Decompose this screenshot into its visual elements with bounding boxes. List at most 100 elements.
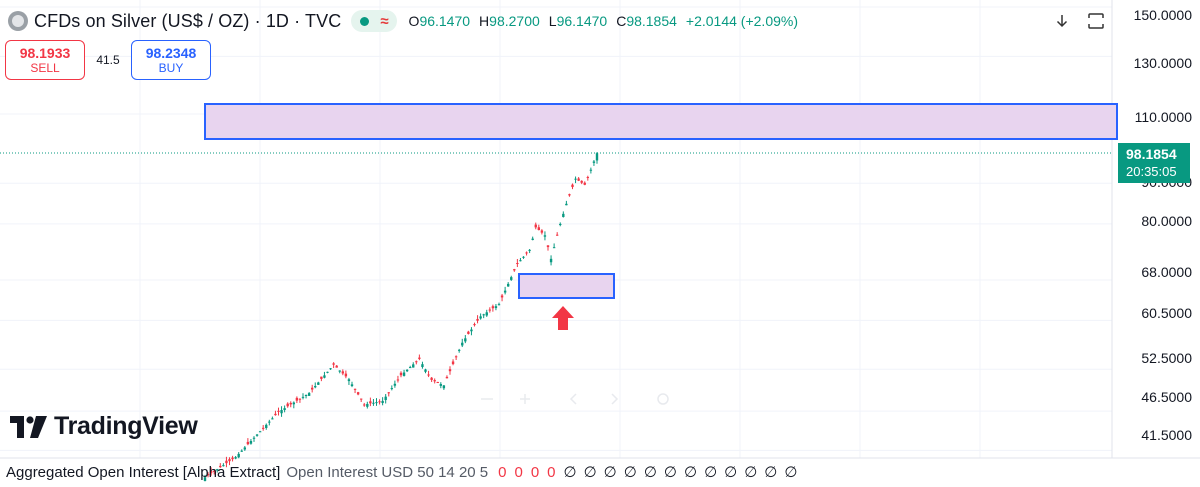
spread-value: 41.5 <box>96 53 120 67</box>
candle-body <box>402 372 406 376</box>
sell-button[interactable]: 98.1933 SELL <box>5 40 85 80</box>
candle-body <box>562 213 565 217</box>
candle-body <box>457 349 461 351</box>
candle-body <box>470 329 473 332</box>
candle-body <box>231 457 234 460</box>
candle-body <box>522 256 525 258</box>
candle-body <box>540 230 544 233</box>
symbol-title[interactable]: CFDs on Silver (US$ / OZ) · 1D · TVC <box>34 10 342 31</box>
candle-body <box>451 361 455 365</box>
candle-body <box>412 364 415 368</box>
candle-body <box>473 324 476 326</box>
candle-body <box>265 424 268 428</box>
empty-value-icon: ∅ <box>663 464 677 481</box>
candle-body <box>366 403 369 407</box>
silver-symbol-icon <box>8 11 28 31</box>
price-axis-label: 60.5000 <box>1141 305 1192 321</box>
candle-body <box>246 441 250 445</box>
candle-body <box>418 357 421 359</box>
buy-button[interactable]: 98.2348 BUY <box>131 40 211 80</box>
candle-body <box>317 382 320 385</box>
candle-body <box>335 365 338 368</box>
indicator-values: 0 0 0 0 <box>498 464 563 481</box>
candle-body <box>592 161 596 163</box>
candle-body <box>363 404 366 406</box>
candle-body <box>485 312 488 316</box>
candle-body <box>255 434 259 436</box>
candle-body <box>439 384 443 386</box>
candle-body <box>506 283 510 287</box>
candle-body <box>301 396 305 398</box>
empty-value-icon: ∅ <box>764 464 778 481</box>
indicator-value: 0 <box>530 463 540 481</box>
candle-body <box>464 338 467 342</box>
candle-body <box>571 184 574 188</box>
candles <box>203 152 599 482</box>
price-axis-label: 130.0000 <box>1133 55 1192 71</box>
candle-body <box>378 401 381 403</box>
buy-price: 98.2348 <box>145 44 197 61</box>
candle-body <box>513 269 516 271</box>
candle-body <box>586 177 590 179</box>
candle-body <box>519 260 522 262</box>
candle-body <box>240 450 243 452</box>
candle-body <box>448 369 452 372</box>
candle-body <box>219 465 222 468</box>
indicator-empty-values: ∅ ∅ ∅ ∅ ∅ ∅ ∅ ∅ ∅ ∅ ∅ ∅ <box>564 463 805 481</box>
price-axis-label: 52.5000 <box>1141 350 1192 366</box>
open-value: 96.1470 <box>419 13 471 29</box>
arrow-down-icon[interactable] <box>1048 8 1076 34</box>
candle-body <box>433 380 436 382</box>
ohlc-readout: O 96.1470 H 98.2700 L 96.1470 C 98.1854 … <box>409 13 798 29</box>
tradingview-logo-icon <box>10 415 47 438</box>
open-key: O <box>408 13 420 29</box>
candle-body <box>436 381 439 383</box>
candle-body <box>274 413 277 416</box>
candle-body <box>595 153 599 161</box>
candle-body <box>393 383 397 386</box>
candle-body <box>537 227 541 231</box>
candle-body <box>234 457 237 459</box>
candle-body <box>497 304 501 306</box>
empty-value-icon: ∅ <box>784 464 798 481</box>
low-key: L <box>548 13 557 29</box>
candle-body <box>359 398 363 400</box>
candle-body <box>243 447 247 450</box>
indicator-name[interactable]: Aggregated Open Interest [Alpha Extract] <box>6 463 281 481</box>
candle-body <box>552 247 556 249</box>
candle-body <box>369 401 372 404</box>
candle-body <box>332 363 335 365</box>
candle-body <box>405 369 409 372</box>
indicator-value: 0 <box>547 463 556 481</box>
upper-resistance-zone[interactable] <box>204 103 1118 140</box>
symbol-header: CFDs on Silver (US$ / OZ) · 1D · TVC ≈ O… <box>8 8 798 34</box>
fullscreen-icon[interactable] <box>1082 8 1110 34</box>
candle-body <box>408 367 412 369</box>
hover-toolbar <box>481 393 669 405</box>
candle-body <box>381 400 384 404</box>
candle-body <box>500 295 504 298</box>
candle-body <box>525 252 528 254</box>
empty-value-icon: ∅ <box>744 464 758 481</box>
candle-body <box>384 396 387 401</box>
candle-body <box>427 374 430 376</box>
candle-body <box>424 369 427 372</box>
candle-body <box>353 388 357 390</box>
sell-label: SELL <box>30 60 60 75</box>
price-axis-label: 150.0000 <box>1133 7 1192 23</box>
candle-body <box>206 473 210 476</box>
indicator-legend[interactable]: Aggregated Open Interest [Alpha Extract]… <box>6 460 1200 484</box>
candle-body <box>271 418 274 420</box>
lower-support-zone[interactable] <box>518 273 615 299</box>
candle-body <box>583 182 586 185</box>
empty-value-icon: ∅ <box>603 464 617 481</box>
market-status-pill[interactable]: ≈ <box>351 10 397 32</box>
candle-body <box>261 427 265 429</box>
candle-body <box>396 379 400 381</box>
candle-body <box>577 178 580 181</box>
empty-value-icon: ∅ <box>563 464 577 481</box>
indicator-value: 0 <box>514 463 523 481</box>
candle-body <box>237 453 240 458</box>
buy-label: BUY <box>158 60 184 75</box>
